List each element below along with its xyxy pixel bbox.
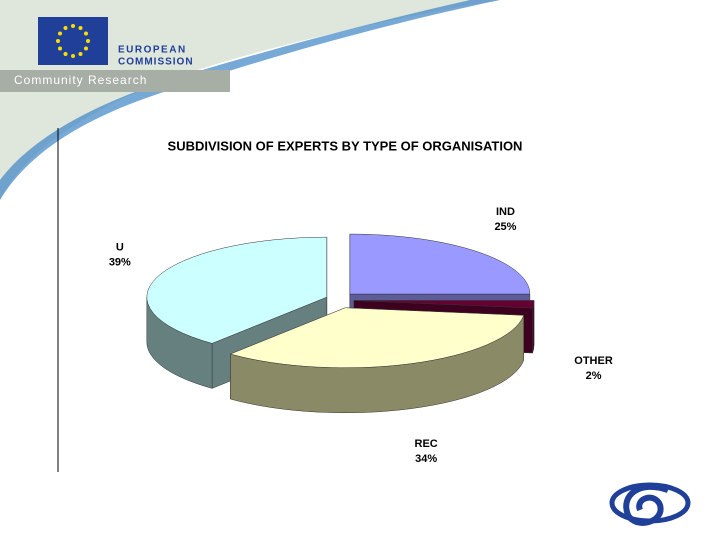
slice-top <box>146 236 328 344</box>
slice-top <box>229 307 525 369</box>
header-subtitle: Community Research <box>14 73 147 87</box>
org-name: EUROPEAN <box>118 45 187 56</box>
slice-side <box>532 300 535 354</box>
star <box>78 26 83 31</box>
star <box>86 39 90 43</box>
star <box>83 46 88 51</box>
star <box>83 31 88 36</box>
org-name: COMMISSION <box>118 57 194 68</box>
slice-label: REC <box>415 438 438 450</box>
star <box>63 51 68 56</box>
star <box>71 24 75 28</box>
slice-top <box>349 233 531 295</box>
star <box>58 31 63 36</box>
star <box>56 39 60 43</box>
slice-value-label: 39% <box>109 256 131 268</box>
fp6-logo <box>609 482 691 526</box>
slice-top <box>353 300 535 309</box>
star <box>71 54 75 58</box>
slice <box>229 307 525 414</box>
slice-value-label: 34% <box>415 453 437 465</box>
slice-label: IND <box>496 206 515 218</box>
star <box>78 51 83 56</box>
star <box>63 26 68 31</box>
header-swoosh <box>0 0 500 200</box>
slice-value-label: 2% <box>586 370 602 382</box>
star <box>58 46 63 51</box>
subtitle-band <box>0 70 230 92</box>
chart-title: SUBDIVISION OF EXPERTS BY TYPE OF ORGANI… <box>168 138 523 153</box>
slice-value-label: 25% <box>494 221 516 233</box>
eu-stars <box>56 24 90 58</box>
slice-label: OTHER <box>574 355 613 367</box>
slice-label: U <box>116 241 124 253</box>
